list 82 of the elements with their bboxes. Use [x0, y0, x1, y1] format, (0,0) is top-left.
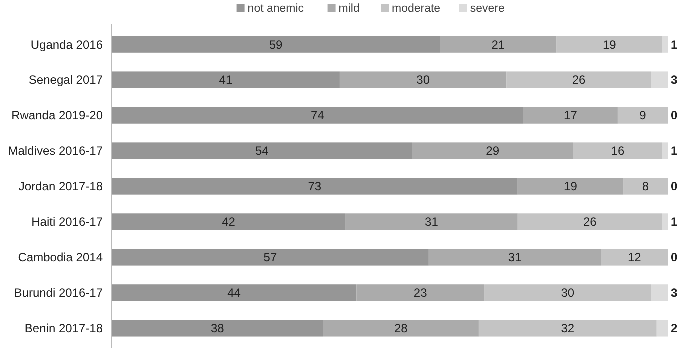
- bar: [356, 284, 485, 302]
- bar: [651, 284, 668, 302]
- bar: [112, 107, 524, 124]
- data-label: 26: [572, 73, 586, 88]
- y-tick-label: Cambodia 2014: [18, 250, 104, 265]
- data-label: 42: [222, 215, 236, 230]
- data-label: 1: [671, 38, 678, 52]
- data-label: 26: [583, 215, 598, 230]
- bar: [112, 284, 357, 302]
- y-tick-label: Uganda 2016: [30, 38, 104, 52]
- data-label: 12: [628, 250, 642, 265]
- bar: [662, 214, 668, 230]
- data-label: 0: [671, 250, 678, 265]
- bar: [506, 72, 652, 88]
- bar: [112, 214, 346, 230]
- legend-label: moderate: [392, 3, 441, 16]
- y-tick-label: Rwanda 2019-20: [12, 108, 104, 123]
- data-label: 31: [425, 215, 439, 230]
- data-label: 3: [671, 286, 678, 300]
- data-label: 28: [394, 322, 408, 336]
- data-label: 1: [671, 144, 678, 158]
- bar: [478, 320, 657, 337]
- data-label: 21: [492, 38, 506, 52]
- y-tick-label: Senegal 2017: [28, 73, 104, 88]
- bar: [662, 36, 668, 53]
- bar: [518, 214, 662, 230]
- data-label: 0: [671, 180, 678, 194]
- data-label: 41: [219, 73, 233, 88]
- data-label: 32: [561, 322, 575, 336]
- bar: [428, 249, 602, 266]
- y-tick-label: Jordan 2017-18: [18, 180, 104, 194]
- y-tick-label: Maldives 2016-17: [8, 144, 104, 158]
- data-label: 74: [311, 108, 325, 123]
- bar: [601, 249, 668, 266]
- bar: [656, 320, 668, 337]
- bar: [112, 72, 340, 88]
- data-label: 30: [416, 73, 430, 88]
- bar: [112, 249, 429, 266]
- data-label: 44: [228, 286, 242, 300]
- bar: [112, 320, 324, 337]
- y-tick-label: Burundi 2016-17: [14, 286, 104, 300]
- data-label: 57: [264, 250, 278, 265]
- bar: [523, 107, 618, 124]
- bar: [573, 142, 662, 160]
- data-label: 17: [564, 108, 578, 123]
- legend-label: not anemic: [248, 3, 304, 16]
- bar: [518, 178, 624, 195]
- bar: [624, 178, 668, 195]
- y-tick-label: Haiti 2016-17: [32, 215, 104, 230]
- data-label: 0: [671, 108, 678, 123]
- bar: [412, 142, 574, 160]
- bar: [346, 214, 518, 230]
- data-label: 1: [671, 215, 678, 230]
- data-label: 16: [611, 144, 625, 158]
- data-label: 8: [642, 180, 650, 194]
- data-label: 23: [414, 286, 428, 300]
- data-label: 2: [671, 322, 678, 336]
- bar: [323, 320, 479, 337]
- legend-label: severe: [470, 3, 505, 16]
- bar: [651, 72, 668, 88]
- bar: [556, 36, 662, 53]
- bar: [484, 284, 652, 302]
- y-tick-label: Benin 2017-18: [24, 322, 104, 336]
- bar: [618, 107, 668, 124]
- data-label: 38: [210, 322, 225, 336]
- data-label: 30: [561, 286, 575, 300]
- bar: [112, 178, 518, 195]
- bar: [440, 36, 557, 53]
- data-label: 31: [508, 250, 522, 265]
- data-label: 3: [671, 73, 678, 88]
- data-label: 29: [486, 144, 500, 158]
- data-label: 54: [255, 144, 270, 158]
- data-label: 19: [602, 38, 617, 52]
- bar: [112, 36, 440, 53]
- data-label: 59: [269, 38, 284, 52]
- data-label: 19: [564, 180, 578, 194]
- bar: [340, 72, 507, 88]
- data-label: 73: [308, 180, 322, 194]
- data-label: 9: [640, 108, 647, 123]
- legend-label: mild: [338, 3, 360, 16]
- bar: [662, 142, 668, 160]
- bar: [112, 142, 412, 160]
